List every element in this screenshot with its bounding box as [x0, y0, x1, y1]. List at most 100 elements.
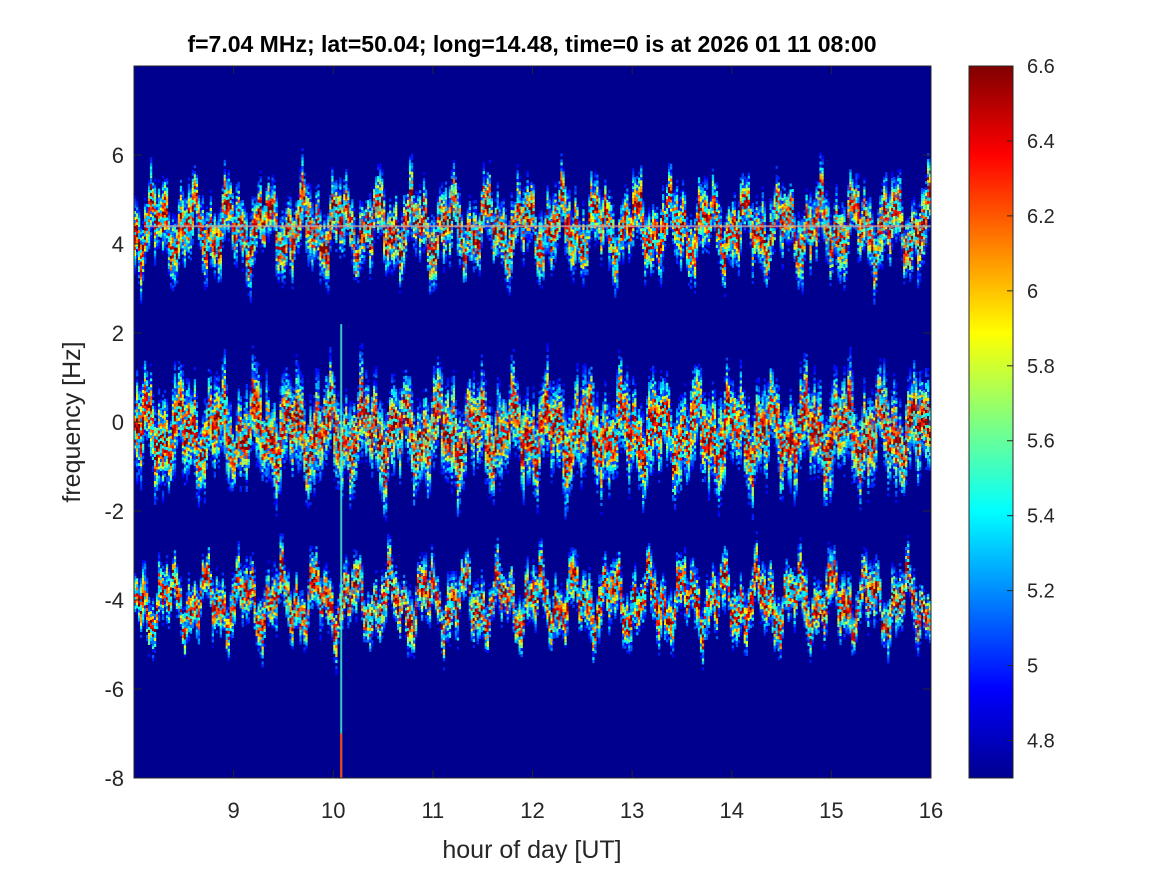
heatmap-cell	[408, 207, 412, 211]
heatmap-cell	[263, 220, 266, 224]
heatmap-cell	[448, 261, 452, 265]
heatmap-cell	[399, 254, 402, 258]
heatmap-cell	[287, 246, 290, 250]
heatmap-cell	[502, 249, 505, 253]
heatmap-cell	[428, 279, 432, 283]
heatmap-cell	[169, 270, 173, 274]
heatmap-cell	[532, 220, 535, 224]
heatmap-cell	[365, 212, 368, 216]
heatmap-cell	[269, 204, 272, 208]
heatmap-cell	[432, 231, 436, 235]
heatmap-cell	[141, 272, 145, 276]
heatmap-cell	[442, 203, 446, 207]
heatmap-cell	[173, 280, 177, 284]
heatmap-cell	[257, 199, 260, 203]
heatmap-cell	[325, 216, 328, 220]
heatmap-cell	[351, 235, 354, 239]
heatmap-cell	[317, 220, 320, 224]
heatmap-cell	[416, 210, 420, 214]
heatmap-cell	[391, 257, 394, 261]
heatmap-cell	[494, 216, 497, 220]
heatmap-cell	[201, 195, 205, 199]
heatmap-cell	[452, 192, 456, 196]
heatmap-cell	[317, 253, 320, 257]
heatmap-cell	[375, 200, 378, 204]
heatmap-cell	[518, 194, 521, 198]
heatmap-cell	[213, 213, 216, 217]
heatmap-cell	[508, 265, 511, 269]
heatmap-cell	[385, 228, 388, 232]
heatmap-cell	[462, 270, 466, 274]
heatmap-cell	[528, 191, 531, 195]
heatmap-cell	[608, 255, 611, 259]
heatmap-cell	[387, 236, 390, 240]
heatmap-cell	[269, 228, 272, 232]
heatmap-cell	[486, 208, 489, 212]
heatmap-cell	[412, 198, 416, 202]
heatmap-cell	[179, 188, 183, 192]
heatmap-cell	[446, 207, 450, 211]
heatmap-cell	[313, 227, 316, 231]
heatmap-cell	[255, 196, 258, 200]
heatmap-cell	[510, 201, 513, 205]
heatmap-cell	[536, 234, 539, 238]
heatmap-cell	[175, 229, 179, 233]
heatmap-cell	[410, 174, 414, 178]
heatmap-cell	[393, 207, 396, 211]
heatmap-cell	[251, 232, 254, 236]
heatmap-cell	[137, 263, 141, 267]
heatmap-cell	[279, 226, 282, 230]
heatmap-cell	[223, 177, 226, 181]
heatmap-cell	[468, 237, 472, 241]
heatmap-cell	[526, 192, 529, 196]
heatmap-cell	[171, 285, 175, 289]
heatmap-cell	[458, 243, 462, 247]
heatmap-cell	[221, 206, 224, 210]
heatmap-cell	[524, 207, 527, 211]
heatmap-cell	[343, 212, 346, 216]
heatmap-cell	[171, 276, 175, 280]
heatmap-cell	[554, 244, 557, 248]
heatmap-cell	[169, 246, 173, 250]
heatmap-cell	[508, 259, 511, 263]
heatmap-cell	[169, 231, 173, 235]
heatmap-cell	[241, 247, 244, 251]
heatmap-cell	[335, 213, 338, 217]
heatmap-cell	[185, 245, 189, 249]
heatmap-cell	[580, 228, 583, 232]
heatmap-cell	[315, 210, 318, 214]
heatmap-cell	[187, 228, 191, 232]
heatmap-cell	[526, 198, 529, 202]
heatmap-cell	[323, 256, 326, 260]
heatmap-cell	[608, 240, 611, 244]
heatmap-cell	[508, 232, 511, 236]
heatmap-cell	[331, 220, 334, 224]
heatmap-cell	[185, 197, 189, 201]
heatmap-cell	[612, 222, 615, 226]
heatmap-cell	[371, 219, 374, 223]
heatmap-cell	[464, 251, 468, 255]
heatmap-cell	[448, 204, 452, 208]
heatmap-cell	[331, 205, 334, 209]
heatmap-cell	[263, 235, 266, 239]
heatmap-cell	[436, 231, 440, 235]
heatmap-cell	[508, 286, 511, 290]
heatmap-cell	[371, 240, 374, 244]
heatmap-cell	[361, 252, 364, 255]
heatmap-cell	[430, 229, 434, 233]
heatmap-cell	[134, 235, 137, 239]
heatmap-cell	[560, 162, 563, 166]
heatmap-cell	[295, 207, 298, 211]
heatmap-cell	[307, 248, 310, 252]
heatmap-cell	[323, 250, 326, 254]
heatmap-cell	[134, 229, 137, 233]
heatmap-cell	[281, 234, 284, 238]
heatmap-cell	[381, 205, 384, 209]
heatmap-cell	[159, 213, 163, 217]
heatmap-cell	[305, 186, 308, 190]
heatmap-cell	[404, 212, 408, 216]
heatmap-cell	[159, 210, 163, 214]
heatmap-cell	[508, 250, 511, 254]
heatmap-cell	[484, 215, 487, 219]
heatmap-cell	[134, 196, 137, 200]
